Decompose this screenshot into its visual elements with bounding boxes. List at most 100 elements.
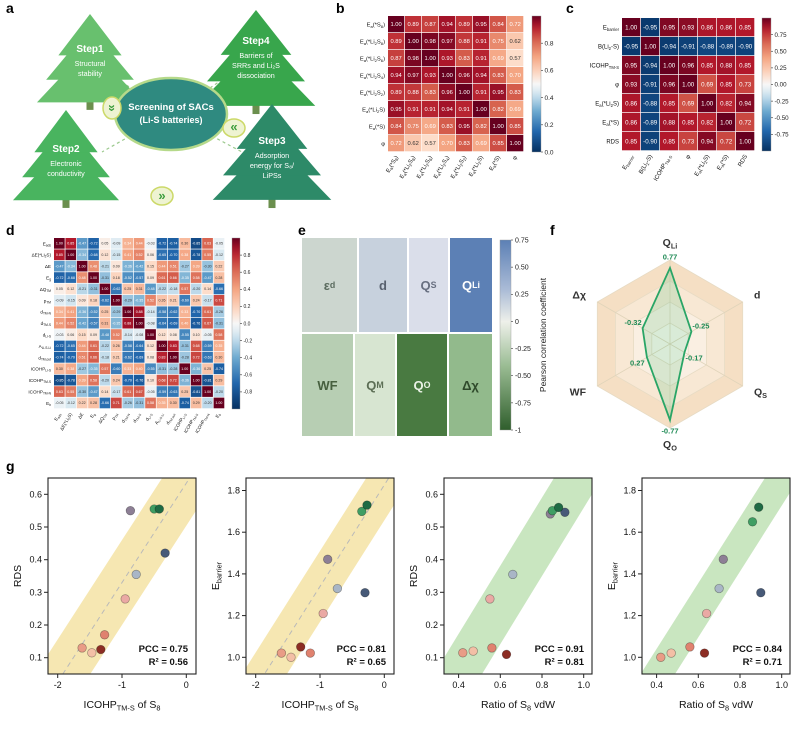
heatmap-cell	[213, 374, 225, 386]
cell-value: 0.52	[113, 333, 120, 337]
cell-value: 1.00	[147, 333, 154, 337]
heatmap-cell	[54, 317, 65, 329]
cell-value: -0.31	[101, 276, 109, 280]
tree-layer	[58, 14, 122, 56]
cell-value: 0.85	[67, 242, 74, 246]
cell-value: -0.05	[55, 401, 63, 405]
heatmap-cell	[213, 397, 225, 409]
heatmap-cell	[473, 101, 490, 118]
heatmap-cell	[622, 56, 641, 75]
heatmap-cell	[168, 306, 179, 318]
heatmap-cell	[213, 363, 225, 375]
cell-value: 0.85	[493, 141, 504, 147]
cell-value: 0.48	[90, 264, 97, 268]
center-title-line1: Screening of SACs	[128, 102, 214, 113]
heatmap-cell	[179, 238, 191, 249]
heatmap-cell	[388, 118, 405, 135]
cell-value: -0.31	[158, 367, 166, 371]
scatter-point	[553, 502, 564, 513]
col-label: dTM-S	[132, 412, 142, 424]
heatmap-cell	[76, 340, 88, 352]
cell-value: 0.57	[181, 287, 188, 291]
scatter-svg: -2 -1 0 0.1 0.2 0.3 0.4 0.5 0.6 ICOHPTM-S of S8 RD…	[12, 477, 197, 712]
radar-axis-label: WF	[570, 387, 587, 399]
cell-value: 0.93	[425, 73, 436, 79]
scatter-point	[87, 648, 97, 658]
cell-value: 0.87	[425, 22, 436, 28]
scatter-point	[362, 500, 372, 510]
heatmap-cell	[156, 272, 168, 283]
cell-value: 0.06	[67, 333, 74, 337]
cell-value: -0.52	[89, 310, 97, 314]
heatmap-cell	[679, 94, 698, 113]
cell-value: -0.03	[55, 333, 63, 337]
x-tick-label: 0.6	[692, 680, 705, 690]
heatmap-cell	[190, 260, 202, 272]
colorbar-tick: 0	[515, 319, 519, 326]
heatmap-cell	[54, 363, 65, 375]
cell-value: 0.55	[67, 390, 74, 394]
cell-value: -0.68	[67, 276, 75, 280]
heatmap-cell	[145, 352, 156, 363]
cell-value: -0.81	[192, 390, 200, 394]
col-label: ICOHPTM-S	[183, 412, 199, 434]
heatmap-cell	[65, 374, 77, 386]
cell-value: 1.00	[67, 253, 74, 257]
heatmap-cell	[133, 260, 145, 272]
heatmap-cell	[88, 340, 99, 352]
heatmap-cell	[717, 113, 736, 132]
heatmap-d: 1.00 0.85 -0.47 -0.72 0.05 -0.09 0.34 0.44 -0.03…	[28, 237, 252, 434]
heatmap-cell	[179, 340, 191, 352]
x-tick-label: -2	[252, 680, 260, 690]
col-label: Ea(*Li2S2)	[450, 155, 468, 180]
y-tick-label: 0.5	[29, 522, 42, 532]
heatmap-cell	[88, 317, 99, 329]
col-label: Ea(*Li2S)	[694, 154, 711, 178]
y-tick-label: 1.2	[623, 611, 636, 621]
cell-value: 0.69	[510, 107, 521, 113]
cell-value: 1.00	[79, 264, 86, 268]
cell-value: 0.48	[79, 276, 86, 280]
cell-value: -0.78	[67, 378, 75, 382]
row-label: ICOHPLi-S	[31, 367, 51, 373]
cell-value: 0.29	[215, 378, 222, 382]
row-label: Ea(*S)	[602, 121, 619, 127]
heatmap-cell	[111, 283, 122, 295]
cell-value: -0.47	[89, 390, 97, 394]
heatmap-cell	[88, 363, 99, 375]
cell-value: -0.26	[124, 401, 132, 405]
step-text: Barriers of	[239, 51, 272, 60]
y-tick-label: 0.1	[425, 653, 438, 663]
cell-value: -0.60	[181, 299, 189, 303]
chevron-icon: »	[158, 188, 165, 203]
heatmap-cell	[179, 363, 191, 375]
cell-value: -0.29	[124, 299, 132, 303]
cell-value: -0.88	[643, 100, 658, 107]
cell-value: -0.85	[55, 378, 63, 382]
heatmap-cell	[54, 352, 65, 363]
heatmap-cell	[133, 306, 145, 318]
cell-value: -0.05	[203, 333, 211, 337]
cell-value: -0.27	[78, 367, 86, 371]
heatmap-cell	[622, 75, 641, 94]
cell-value: 1.00	[159, 344, 166, 348]
heatmap-cell	[507, 84, 524, 101]
colorbar	[531, 15, 542, 153]
heatmap-cell	[456, 67, 473, 84]
heatmap-cell	[679, 18, 698, 37]
cell-value: 0.88	[720, 62, 733, 69]
heatmap-cell	[439, 118, 456, 135]
heatmap-cell	[168, 238, 179, 249]
heatmap-cell	[179, 249, 191, 261]
row-label: ICOHPTM-S	[590, 64, 619, 70]
cell-value: 0.83	[159, 356, 166, 360]
heatmap-cell	[179, 317, 191, 329]
heatmap-cell	[145, 329, 156, 340]
col-label: dLi-S	[144, 412, 153, 422]
treemap-cell: Δχ	[449, 334, 492, 436]
cell-value: -0.20	[192, 287, 200, 291]
heatmap-cell	[99, 283, 111, 295]
